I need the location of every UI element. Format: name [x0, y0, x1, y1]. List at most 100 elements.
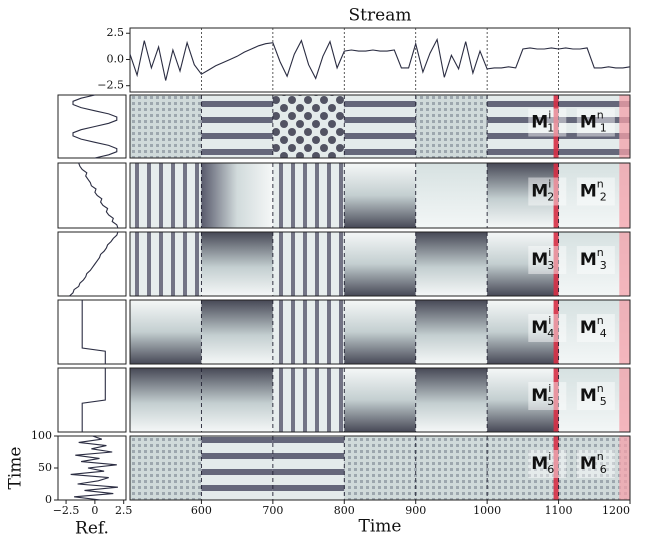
matrix-sub: 3 — [547, 259, 554, 272]
x-tick-label: 900 — [405, 504, 426, 517]
time-tick-label: 100 — [31, 429, 52, 442]
matrix-base: M — [531, 454, 548, 474]
ref-frame — [58, 163, 126, 228]
y-tick-label: −2.5 — [97, 79, 124, 92]
matrix-sub: 2 — [547, 191, 554, 204]
matrix-base: M — [580, 454, 597, 474]
heatmap-segment — [130, 232, 201, 296]
x-axis-label: Time — [359, 517, 402, 535]
matrix-base: M — [580, 182, 597, 202]
ref-frame — [58, 232, 126, 296]
heatmap-segment — [273, 368, 344, 432]
heatmap-segment — [201, 95, 272, 158]
heatmap-segment — [201, 163, 272, 228]
matrix-sup: n — [597, 178, 604, 191]
heatmap-segment — [273, 95, 344, 158]
matrix-sub: 4 — [547, 327, 554, 340]
matrix-sup: i — [548, 382, 551, 395]
matrix-sup: i — [548, 109, 551, 122]
heatmap-segment — [201, 368, 272, 432]
x-tick-label: 1000 — [473, 504, 501, 517]
heatmap-segment — [344, 300, 415, 364]
matrix-base: M — [580, 250, 597, 270]
highlight-band — [619, 232, 630, 296]
ref-tick-label: −2.5 — [53, 504, 80, 517]
matrix-base: M — [531, 113, 548, 133]
matrix-sub: 1 — [547, 122, 554, 135]
heatmap: Mi5Mn5 — [130, 368, 630, 432]
matrix-base: M — [580, 386, 597, 406]
heatmap-segment — [344, 436, 415, 500]
figure: Stream Time Ref. Time 2.50.0−2.5Mi1Mn1Mi… — [0, 0, 653, 535]
heatmap-segment — [344, 163, 415, 228]
x-tick-label: 700 — [262, 504, 283, 517]
highlight-band — [619, 368, 630, 432]
heatmap-segment — [130, 368, 201, 432]
heatmap-segment — [130, 95, 201, 158]
heatmap-segment — [201, 232, 272, 296]
matrix-label: Mi2 — [531, 178, 554, 204]
time-tick-label: 50 — [38, 461, 52, 474]
matrix-sub: 4 — [600, 327, 607, 340]
matrix-sub: 3 — [600, 259, 607, 272]
heatmap-segment — [273, 436, 344, 500]
ref-tick-label: 0 — [91, 504, 98, 517]
heatmap-segment — [273, 163, 344, 228]
ref-frame — [58, 368, 126, 432]
heatmap-segment — [344, 368, 415, 432]
matrix-sub: 2 — [600, 191, 607, 204]
heatmap-segment — [201, 436, 272, 500]
stream-frame — [130, 28, 630, 92]
y-tick-label: 2.5 — [107, 26, 125, 39]
highlight-band — [619, 300, 630, 364]
matrix-sup: i — [548, 314, 551, 327]
heatmap-segment — [416, 232, 487, 296]
matrix-base: M — [531, 386, 548, 406]
x-tick-label: 1200 — [602, 504, 630, 517]
heatmap-segment — [344, 232, 415, 296]
matrix-sup: i — [548, 178, 551, 191]
matrix-sup: n — [597, 450, 604, 463]
matrix-sup: i — [548, 450, 551, 463]
heatmap-segment — [416, 95, 487, 158]
matrix-sup: n — [597, 246, 604, 259]
heatmap-segment — [344, 95, 415, 158]
matrix-sup: n — [597, 314, 604, 327]
heatmap-segment — [416, 300, 487, 364]
matrix-sub: 6 — [547, 463, 554, 476]
y-tick-label: 0.0 — [107, 52, 125, 65]
heatmap-segment — [416, 436, 487, 500]
matrix-sub: 6 — [600, 463, 607, 476]
time-axis-label: Time — [6, 447, 26, 490]
heatmap-segment — [201, 300, 272, 364]
heatmap-segment — [416, 368, 487, 432]
matrix-sub: 1 — [600, 122, 607, 135]
heatmap-segment — [130, 436, 201, 500]
heatmap-segment — [273, 232, 344, 296]
heatmap-segment — [130, 300, 201, 364]
stream-line — [130, 40, 630, 81]
highlight-band — [619, 436, 630, 500]
matrix-sup: i — [548, 246, 551, 259]
matrix-sub: 5 — [547, 395, 554, 408]
x-tick-label: 800 — [334, 504, 355, 517]
matrix-base: M — [531, 182, 548, 202]
matrix-base: M — [580, 318, 597, 338]
heatmap-segment — [130, 163, 201, 228]
matrix-sup: n — [597, 382, 604, 395]
heatmap-segment — [416, 163, 487, 228]
chart-title: Stream — [349, 6, 412, 26]
x-tick-label: 600 — [191, 504, 212, 517]
